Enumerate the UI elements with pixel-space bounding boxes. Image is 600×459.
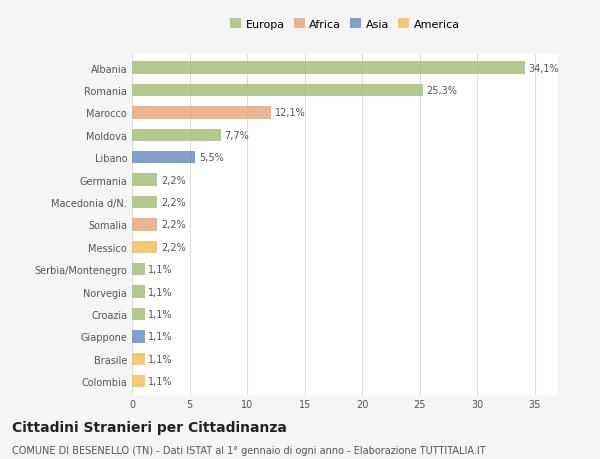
Bar: [132, 152, 196, 164]
Bar: [132, 174, 157, 186]
Bar: [132, 353, 145, 365]
Bar: [132, 330, 145, 343]
Text: 1,1%: 1,1%: [148, 287, 173, 297]
Text: 1,1%: 1,1%: [148, 376, 173, 386]
Bar: [132, 286, 145, 298]
Bar: [132, 375, 145, 387]
Text: 2,2%: 2,2%: [161, 220, 185, 230]
Bar: [132, 107, 271, 119]
Bar: [132, 85, 423, 97]
Text: 5,5%: 5,5%: [199, 153, 224, 163]
Text: 34,1%: 34,1%: [528, 63, 559, 73]
Bar: [132, 219, 157, 231]
Text: 2,2%: 2,2%: [161, 175, 185, 185]
Text: COMUNE DI BESENELLO (TN) - Dati ISTAT al 1° gennaio di ogni anno - Elaborazione : COMUNE DI BESENELLO (TN) - Dati ISTAT al…: [12, 445, 485, 455]
Bar: [132, 129, 221, 142]
Text: 1,1%: 1,1%: [148, 332, 173, 341]
Bar: [132, 62, 524, 75]
Bar: [132, 241, 157, 253]
Text: 2,2%: 2,2%: [161, 242, 185, 252]
Bar: [132, 263, 145, 276]
Bar: [132, 308, 145, 320]
Text: 2,2%: 2,2%: [161, 197, 185, 207]
Legend: Europa, Africa, Asia, America: Europa, Africa, Asia, America: [228, 17, 462, 32]
Text: 25,3%: 25,3%: [427, 86, 458, 96]
Text: 1,1%: 1,1%: [148, 264, 173, 274]
Text: 12,1%: 12,1%: [275, 108, 305, 118]
Text: Cittadini Stranieri per Cittadinanza: Cittadini Stranieri per Cittadinanza: [12, 420, 287, 434]
Text: 7,7%: 7,7%: [224, 130, 249, 140]
Text: 1,1%: 1,1%: [148, 309, 173, 319]
Text: 1,1%: 1,1%: [148, 354, 173, 364]
Bar: [132, 196, 157, 209]
